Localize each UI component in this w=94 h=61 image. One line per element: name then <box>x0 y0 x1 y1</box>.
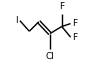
Text: I: I <box>16 16 18 25</box>
Text: Cl: Cl <box>45 52 54 61</box>
Text: F: F <box>72 33 77 42</box>
Text: F: F <box>72 19 77 28</box>
Text: F: F <box>59 2 64 11</box>
